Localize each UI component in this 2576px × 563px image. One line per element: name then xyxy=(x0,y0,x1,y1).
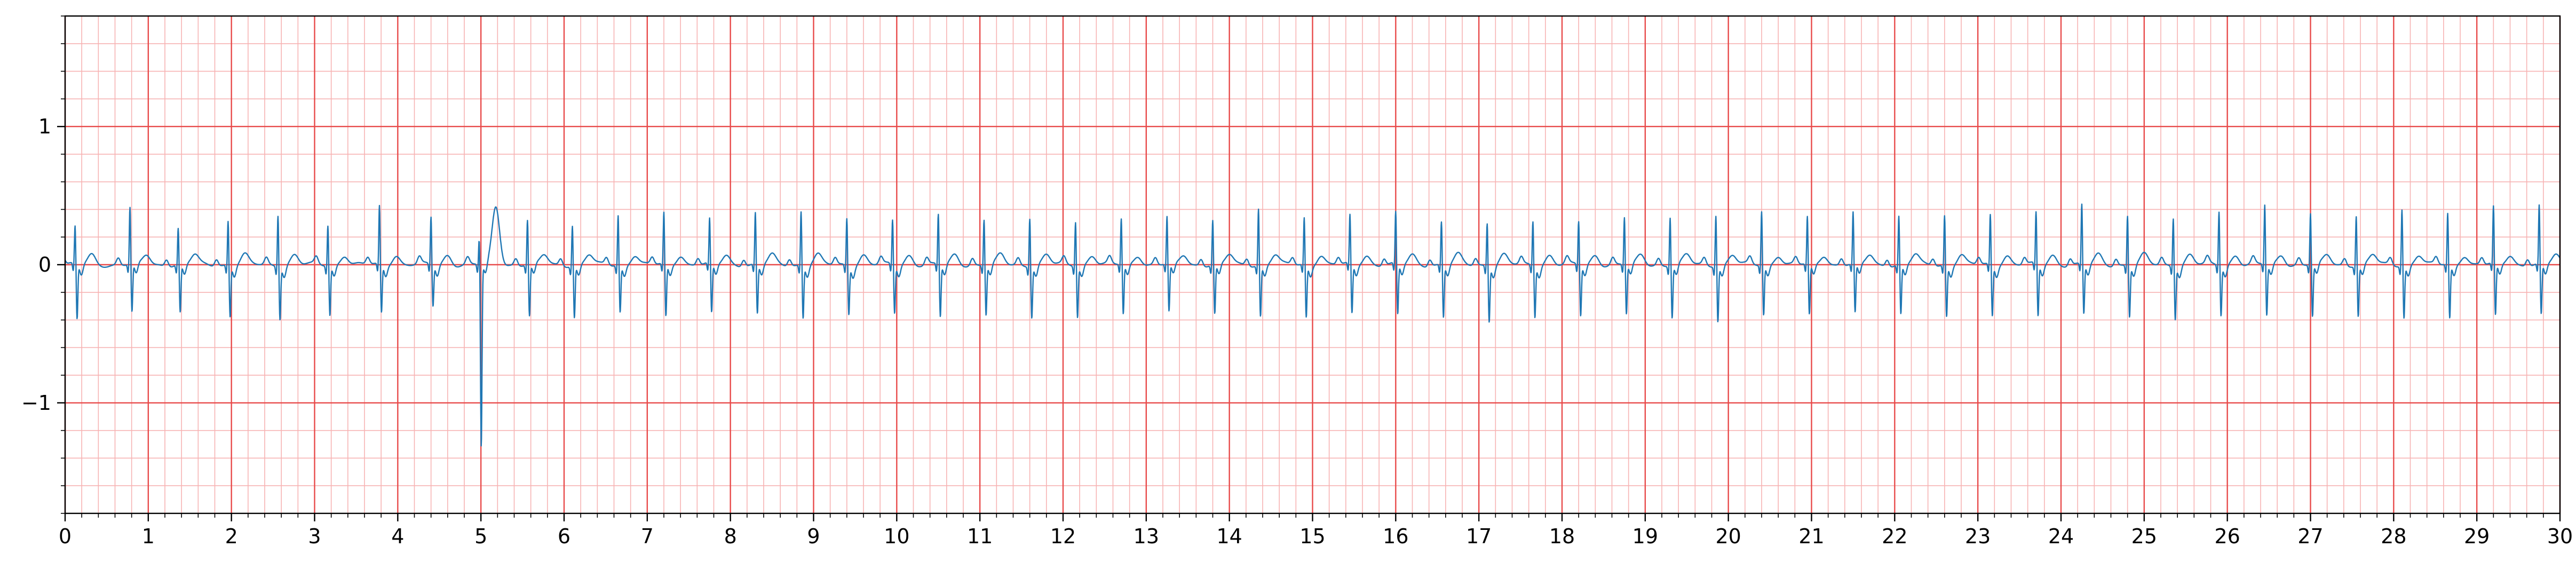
y-tick-label: 1 xyxy=(38,115,51,138)
x-tick-label: 10 xyxy=(884,525,909,548)
x-tick-label: 0 xyxy=(59,525,72,548)
x-tick-label: 17 xyxy=(1466,525,1492,548)
x-tick-label: 15 xyxy=(1299,525,1325,548)
x-tick-label: 3 xyxy=(308,525,321,548)
y-tick-label: −1 xyxy=(21,391,51,415)
x-tick-label: 29 xyxy=(2464,525,2490,548)
x-tick-label: 25 xyxy=(2131,525,2157,548)
x-tick-label: 6 xyxy=(558,525,570,548)
x-tick-label: 22 xyxy=(1882,525,1907,548)
x-axis-ticks: 0 1 2 3 4 5 6 7 8 9 10 11 12 13 14 15 16 17 18 19 20 21 22 23 24… xyxy=(59,513,2573,548)
y-tick-label: 0 xyxy=(38,253,51,276)
x-tick-label: 26 xyxy=(2214,525,2240,548)
x-tick-label: 1 xyxy=(142,525,155,548)
x-tick-label: 21 xyxy=(1798,525,1824,548)
x-tick-label: 18 xyxy=(1549,525,1575,548)
x-tick-label: 28 xyxy=(2381,525,2406,548)
ecg-trace xyxy=(64,203,2561,447)
x-tick-label: 23 xyxy=(1965,525,1991,548)
x-tick-label: 5 xyxy=(474,525,487,548)
x-tick-label: 7 xyxy=(641,525,654,548)
x-tick-label: 4 xyxy=(391,525,404,548)
y-axis-ticks: −1 0 1 xyxy=(21,15,65,514)
x-tick-label: 14 xyxy=(1216,525,1242,548)
x-tick-label: 11 xyxy=(967,525,993,548)
x-tick-label: 9 xyxy=(807,525,820,548)
x-tick-label: 19 xyxy=(1632,525,1658,548)
x-tick-label: 30 xyxy=(2547,525,2573,548)
ecg-series-line xyxy=(64,203,2561,447)
x-tick-label: 24 xyxy=(2048,525,2074,548)
x-tick-label: 27 xyxy=(2297,525,2323,548)
x-tick-label: 12 xyxy=(1050,525,1076,548)
x-tick-label: 2 xyxy=(225,525,238,548)
x-tick-label: 13 xyxy=(1134,525,1159,548)
x-tick-label: 20 xyxy=(1715,525,1741,548)
x-tick-label: 16 xyxy=(1383,525,1408,548)
x-tick-label: 8 xyxy=(724,525,737,548)
